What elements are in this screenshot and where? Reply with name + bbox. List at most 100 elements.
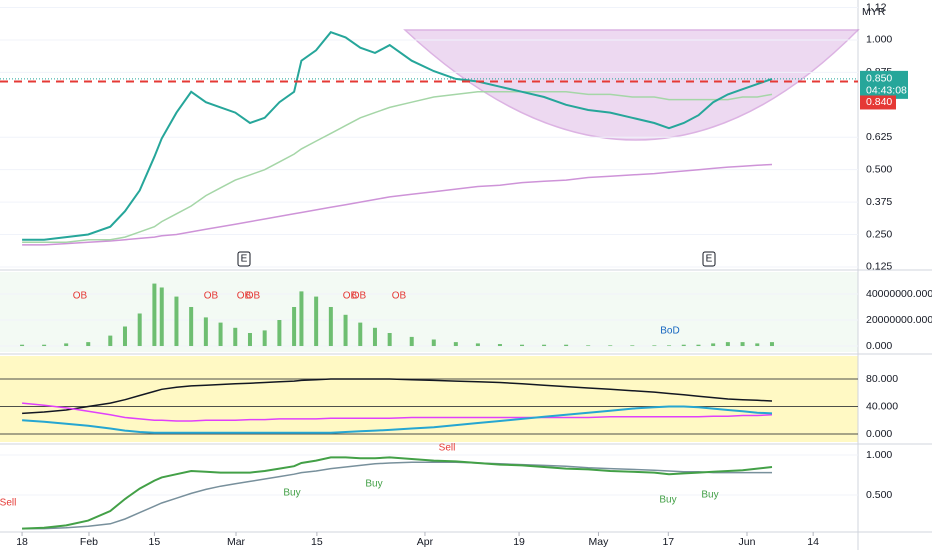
bar <box>328 306 333 347</box>
bar <box>247 333 252 347</box>
annotation: OB <box>392 291 407 302</box>
annotation-box <box>702 251 716 267</box>
bar <box>122 326 127 347</box>
currency-label: MYR <box>862 6 886 18</box>
annotation: OB <box>246 291 261 302</box>
line-series <box>22 378 773 415</box>
x-tick-label: Apr <box>417 536 434 548</box>
annotation: OB <box>352 291 367 302</box>
bar <box>564 344 569 347</box>
bar <box>497 344 502 347</box>
annotation: E <box>706 254 713 265</box>
bar <box>453 342 458 347</box>
annotation: Buy <box>701 490 718 501</box>
x-tick-label: Jun <box>739 536 756 548</box>
y-tick-label: 0.125 <box>866 261 892 273</box>
bar <box>630 345 635 347</box>
bar <box>681 344 686 347</box>
bar <box>299 291 304 347</box>
bar <box>262 330 267 347</box>
bar <box>740 342 745 347</box>
x-tick-label: Feb <box>80 536 98 548</box>
annotation: OB <box>73 291 88 302</box>
bar <box>343 314 348 347</box>
bar <box>372 327 377 347</box>
annotation: Sell <box>0 498 16 509</box>
last-price-label: 0.850 <box>866 73 892 85</box>
bar <box>152 283 157 347</box>
y-tick-label: 40.000 <box>866 400 898 412</box>
y-tick-label: 0.000 <box>866 340 892 352</box>
line-series <box>22 456 773 530</box>
x-tick-label: Mar <box>227 536 246 548</box>
y-tick-label: 0.625 <box>866 131 892 143</box>
bar <box>520 344 525 347</box>
bar <box>174 296 179 347</box>
annotation: BoD <box>660 326 679 337</box>
bar <box>233 327 238 347</box>
x-tick-label: 15 <box>311 536 323 548</box>
line-series <box>22 461 772 530</box>
bar <box>542 344 547 347</box>
annotation: OB <box>343 291 358 302</box>
countdown-label: 04:43:08 <box>866 85 907 97</box>
bar <box>387 333 392 347</box>
y-tick-label: 40000000.000 <box>866 288 932 300</box>
bar <box>203 317 208 347</box>
x-tick-label: 18 <box>16 536 28 548</box>
bar <box>159 287 164 347</box>
bar <box>86 342 91 347</box>
line-series <box>22 31 773 241</box>
annotation: Buy <box>283 488 300 499</box>
x-tick-label: May <box>589 536 610 548</box>
prev-price-label: 0.840 <box>866 96 892 108</box>
bar <box>409 336 414 347</box>
bar <box>64 343 69 347</box>
bar <box>475 343 480 347</box>
y-tick-label: 0.375 <box>866 196 892 208</box>
bar <box>652 345 657 347</box>
prev-price-tag <box>860 95 896 110</box>
y-tick-label: 1.000 <box>866 34 892 46</box>
line-series <box>22 163 773 246</box>
bar <box>696 344 701 347</box>
bar <box>292 306 297 347</box>
y-tick-label: 0.500 <box>866 163 892 175</box>
bar <box>769 342 774 347</box>
bar <box>667 345 672 347</box>
bar <box>711 343 716 347</box>
x-tick-label: 19 <box>513 536 525 548</box>
last-price-tag <box>860 70 908 99</box>
bar <box>42 344 47 347</box>
bar <box>218 322 223 347</box>
line-series <box>22 402 773 422</box>
x-tick-label: 17 <box>662 536 674 548</box>
y-tick-label: 1.12 <box>866 1 887 13</box>
y-tick-label: 0.500 <box>866 489 892 501</box>
y-tick-label: 0.000 <box>866 428 892 440</box>
y-tick-label: 0.250 <box>866 228 892 240</box>
bar <box>608 345 613 347</box>
annotation: OB <box>204 291 219 302</box>
line-series <box>22 405 773 434</box>
line-series <box>22 91 773 244</box>
bar <box>108 335 113 347</box>
bar <box>137 313 142 347</box>
bar <box>277 320 282 347</box>
bar <box>358 322 363 347</box>
bar <box>314 296 319 347</box>
y-tick-label: 80.000 <box>866 373 898 385</box>
cup-drawing <box>403 29 860 141</box>
annotation: Buy <box>365 479 382 490</box>
bar <box>755 343 760 347</box>
x-tick-label: 15 <box>149 536 161 548</box>
bar <box>20 344 25 347</box>
annotation: E <box>241 254 248 265</box>
bar <box>586 345 591 347</box>
bar <box>431 339 436 347</box>
x-tick-label: 14 <box>807 536 819 548</box>
annotation: Buy <box>659 495 676 506</box>
y-tick-label: 20000000.000 <box>866 314 932 326</box>
volume-background <box>0 272 858 352</box>
